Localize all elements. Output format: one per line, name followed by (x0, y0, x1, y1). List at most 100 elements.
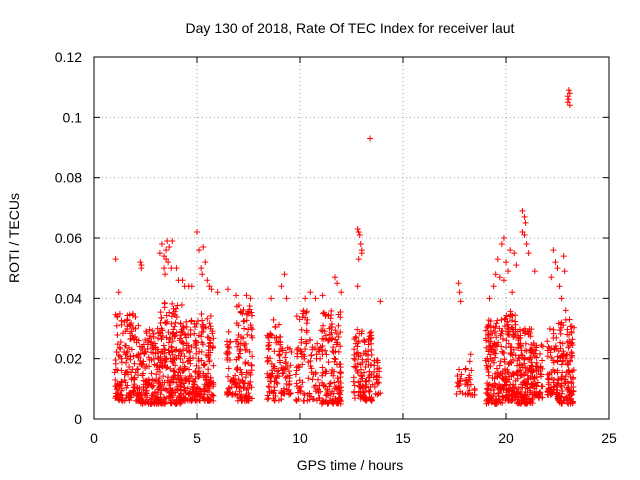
data-point (161, 265, 168, 272)
data-point (238, 371, 245, 378)
data-point (558, 375, 565, 382)
y-axis-label: ROTI / TECUs (6, 193, 22, 283)
data-point (368, 346, 375, 353)
data-point (312, 369, 319, 376)
data-point (564, 93, 571, 100)
data-point (142, 348, 149, 355)
data-point (202, 383, 209, 390)
data-point (317, 355, 324, 362)
data-point (453, 391, 460, 398)
data-point (115, 352, 122, 359)
data-point (489, 374, 496, 381)
data-point (360, 393, 367, 400)
data-point (485, 391, 492, 398)
data-point (148, 370, 155, 377)
data-point (166, 309, 173, 316)
data-point (140, 387, 147, 394)
data-point (467, 376, 474, 383)
data-point (156, 250, 163, 257)
data-point (494, 317, 501, 324)
data-point (280, 385, 287, 392)
data-point (238, 391, 245, 398)
data-point (183, 347, 190, 354)
data-point (191, 330, 198, 337)
data-point (242, 347, 249, 354)
data-point (138, 262, 145, 269)
data-point (462, 391, 469, 398)
data-point (532, 392, 539, 399)
data-point (199, 317, 206, 324)
data-point (363, 377, 370, 384)
data-point (163, 256, 170, 263)
data-point (303, 327, 310, 334)
data-point (115, 396, 122, 403)
data-point (509, 384, 516, 391)
data-point (163, 365, 170, 372)
data-point (512, 384, 519, 391)
data-point (352, 333, 359, 340)
data-point (249, 353, 256, 360)
data-point (525, 395, 532, 402)
data-point (484, 364, 491, 371)
data-point (274, 380, 281, 387)
data-point (155, 335, 162, 342)
data-point (205, 347, 212, 354)
data-point (337, 380, 344, 387)
data-point (187, 326, 194, 333)
data-point (277, 359, 284, 366)
data-point (186, 348, 193, 355)
data-point (237, 350, 244, 357)
data-point (562, 373, 569, 380)
data-point (559, 358, 566, 365)
data-point (176, 366, 183, 373)
data-point (207, 323, 214, 330)
data-point (302, 338, 309, 345)
data-point (244, 385, 251, 392)
data-point (184, 385, 191, 392)
y-tick-label: 0.12 (55, 49, 82, 65)
data-point (233, 356, 240, 363)
data-point (512, 312, 519, 319)
data-point (498, 386, 505, 393)
data-point (485, 372, 492, 379)
data-point (521, 392, 528, 399)
data-point (233, 303, 240, 310)
data-point (354, 326, 361, 333)
data-point (145, 337, 152, 344)
data-point (171, 323, 178, 330)
data-point (180, 387, 187, 394)
data-point (299, 314, 306, 321)
data-point (192, 340, 199, 347)
data-point (162, 400, 169, 407)
data-point (533, 359, 540, 366)
data-point (236, 383, 243, 390)
data-point (161, 304, 168, 311)
data-point (336, 395, 343, 402)
data-point (283, 295, 290, 302)
data-point (295, 363, 302, 370)
data-point (142, 364, 149, 371)
data-point (458, 371, 465, 378)
data-point (191, 320, 198, 327)
data-point (227, 338, 234, 345)
data-point (286, 381, 293, 388)
data-point (276, 351, 283, 358)
data-point (167, 399, 174, 406)
data-point (162, 346, 169, 353)
data-point (265, 395, 272, 402)
data-point (308, 393, 315, 400)
data-point (357, 352, 364, 359)
data-point (506, 376, 513, 383)
data-point (158, 325, 165, 332)
data-point (273, 334, 280, 341)
data-point (548, 369, 555, 376)
data-point (550, 247, 557, 254)
data-point (117, 381, 124, 388)
data-point (526, 399, 533, 406)
data-point (241, 325, 248, 332)
data-point (226, 384, 233, 391)
data-point (287, 362, 294, 369)
data-point (145, 376, 152, 383)
data-point (498, 330, 505, 337)
data-point (558, 352, 565, 359)
